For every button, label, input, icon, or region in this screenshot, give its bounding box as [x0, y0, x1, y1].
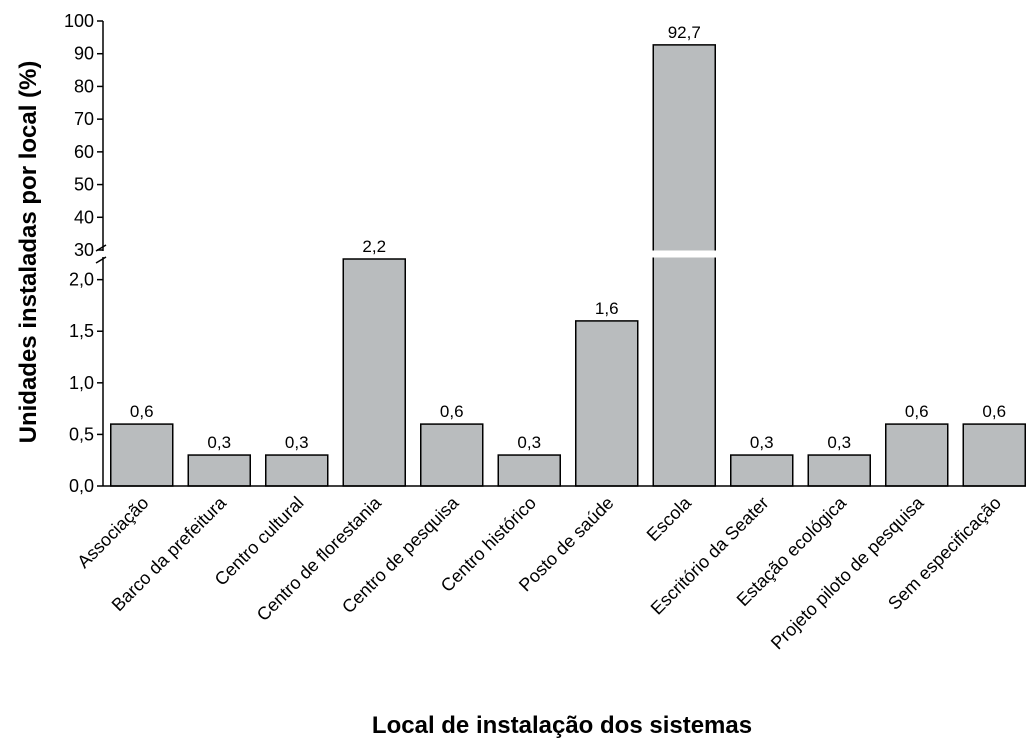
y-tick-label: 0,5	[69, 424, 94, 444]
bar-break-gap	[651, 250, 718, 258]
y-tick-labels: 0,0 0,5 1,0 1,5 2,0 30 40 50 60 70 80 90 100	[64, 11, 94, 496]
bar	[187, 454, 251, 487]
y-tick-label: 80	[74, 76, 94, 96]
data-label: 0,6	[440, 402, 464, 421]
y-tick-label: 70	[74, 109, 94, 129]
bar	[575, 320, 639, 487]
y-axis-title: Unidades instaladas por local (%)	[15, 61, 42, 444]
data-label: 2,2	[362, 237, 386, 256]
data-label: 1,6	[595, 299, 619, 318]
y-tick-label: 50	[74, 175, 94, 195]
data-label: 0,6	[982, 402, 1006, 421]
data-label: 92,7	[668, 23, 701, 42]
bars-layer	[110, 44, 1026, 487]
y-tick-label: 2,0	[69, 270, 94, 290]
data-label: 0,3	[750, 433, 774, 452]
bar	[497, 454, 561, 487]
bar	[885, 423, 949, 487]
data-label: 0,3	[207, 433, 231, 452]
y-tick-label: 30	[74, 240, 94, 260]
y-tick-label: 1,5	[69, 321, 94, 341]
category-label: Associação	[73, 493, 152, 572]
y-tick-label: 100	[64, 11, 94, 31]
data-label: 0,6	[905, 402, 929, 421]
bar	[110, 423, 174, 487]
bar	[265, 454, 329, 487]
category-label: Escola	[643, 492, 696, 545]
x-axis-title: Local de instalação dos sistemas	[372, 712, 752, 739]
y-tick-label: 90	[74, 44, 94, 64]
data-label: 0,3	[517, 433, 541, 452]
y-axis	[95, 20, 1026, 487]
data-label: 0,3	[827, 433, 851, 452]
data-label: 0,6	[130, 402, 154, 421]
y-tick-label: 0,0	[69, 476, 94, 496]
bar	[807, 454, 871, 487]
bar	[730, 454, 794, 487]
bar	[420, 423, 484, 487]
axis-break-mark	[95, 256, 107, 264]
category-label: Projeto piloto de pesquisa	[767, 492, 928, 653]
y-tick-label: 40	[74, 207, 94, 227]
bar	[342, 258, 406, 487]
y-tick-label: 60	[74, 142, 94, 162]
y-tick-label: 1,0	[69, 373, 94, 393]
data-labels: 0,6 0,3 0,3 2,2 0,6 0,3 1,6 92,7 0,3 0,3 0,6 0,6	[130, 23, 1006, 452]
bar	[652, 44, 716, 487]
category-label: Centro de florestania	[253, 492, 386, 625]
data-label: 0,3	[285, 433, 309, 452]
bar	[962, 423, 1026, 487]
